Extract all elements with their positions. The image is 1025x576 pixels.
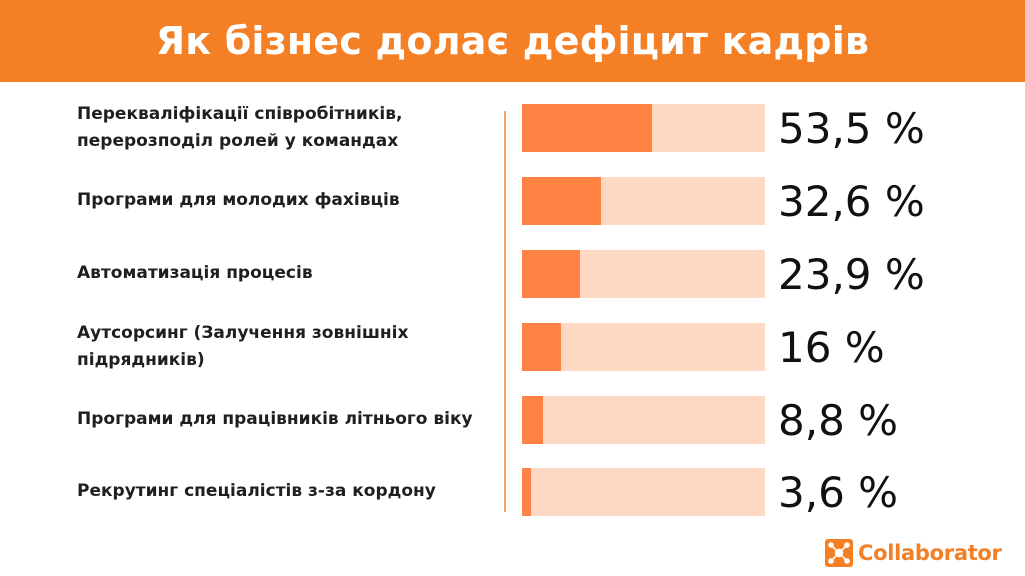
bar [522, 250, 581, 298]
bar-row: Програми для молодих фахівців 32,6 % [0, 176, 1025, 226]
bar-track [522, 250, 765, 298]
bar [522, 468, 531, 516]
bar-track [522, 468, 765, 516]
axis-divider [504, 111, 506, 512]
value-label: 16 % [778, 322, 885, 372]
category-label: Аутсорсинг (Залучення зовнішніх підрядни… [77, 322, 409, 370]
category-label: Перекваліфікації співробітників, перероз… [77, 103, 403, 151]
bar [522, 323, 561, 371]
value-label: 23,9 % [778, 249, 925, 299]
bar-track [522, 323, 765, 371]
bar [522, 396, 544, 444]
title-banner: Як бізнес долає дефіцит кадрів [0, 0, 1025, 82]
bar-track [522, 104, 765, 152]
value-label: 3,6 % [778, 467, 899, 517]
bar-row: Перекваліфікації співробітників, перероз… [0, 103, 1025, 153]
value-label: 32,6 % [778, 176, 925, 226]
category-label: Автоматизація процесів [77, 263, 313, 284]
brand-name: Collaborator [858, 541, 1002, 565]
brand-logo: Collaborator [825, 538, 1002, 568]
collaborator-logo-icon [825, 539, 853, 567]
bar [522, 177, 602, 225]
value-label: 8,8 % [778, 395, 899, 445]
category-label: Рекрутинг спеціалістів з-за кордону [77, 481, 436, 502]
chart-title: Як бізнес долає дефіцит кадрів [155, 19, 870, 63]
bar-row: Аутсорсинг (Залучення зовнішніх підрядни… [0, 322, 1025, 372]
bar [522, 104, 652, 152]
bar-row: Автоматизація процесів 23,9 % [0, 249, 1025, 299]
bar-row: Рекрутинг спеціалістів з-за кордону 3,6 % [0, 467, 1025, 517]
value-label: 53,5 % [778, 103, 925, 153]
category-label: Програми для молодих фахівців [77, 190, 400, 211]
bar-track [522, 177, 765, 225]
bar-row: Програми для працівників літнього віку 8,… [0, 395, 1025, 445]
category-label: Програми для працівників літнього віку [77, 409, 473, 430]
bar-track [522, 396, 765, 444]
